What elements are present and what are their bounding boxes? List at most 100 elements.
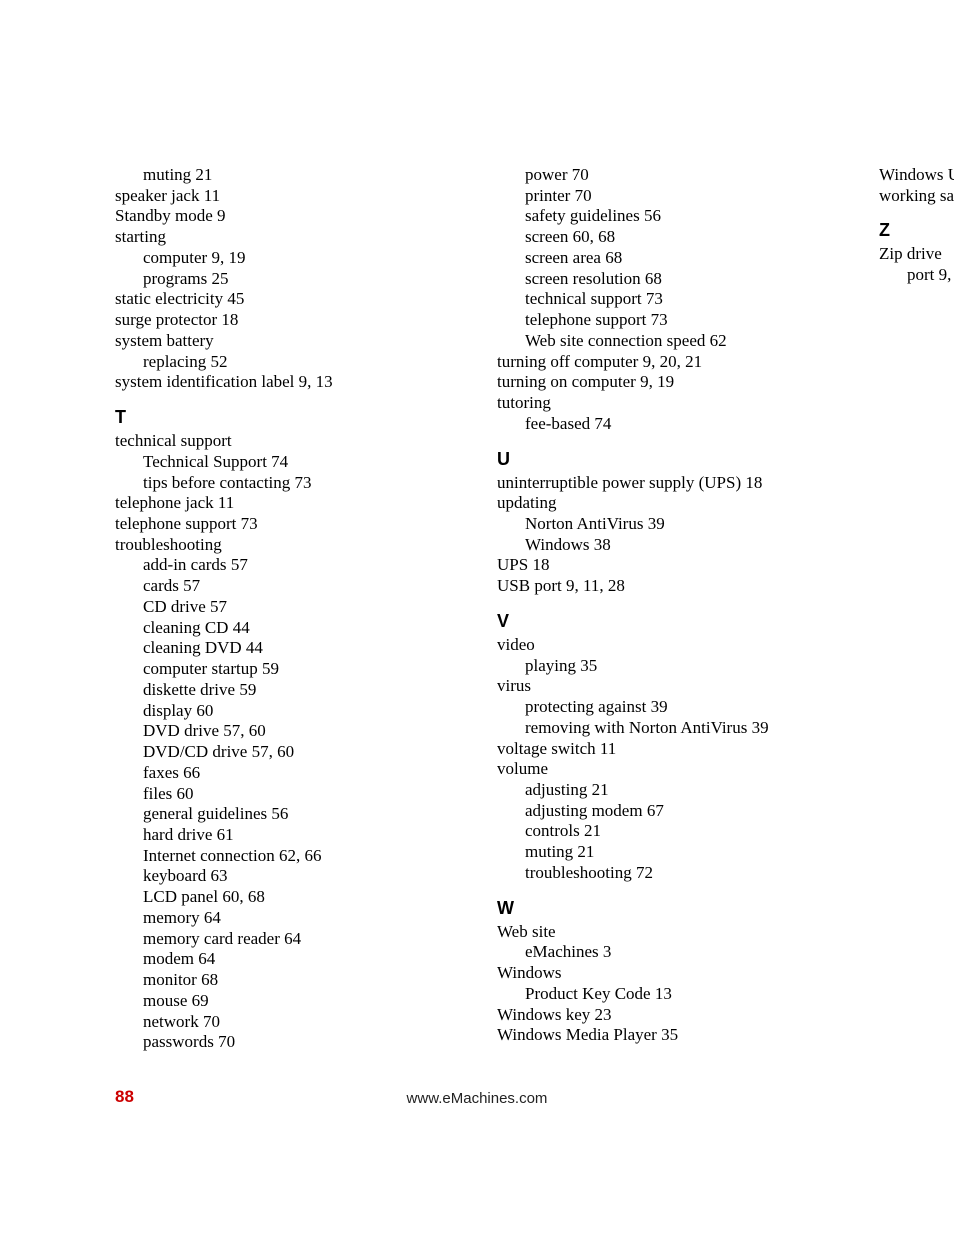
index-entry: power 70 xyxy=(525,165,839,186)
index-entry: cleaning DVD 44 xyxy=(143,638,457,659)
index-entry-text: starting xyxy=(115,227,166,246)
index-entry: technical support xyxy=(115,431,457,452)
index-entry-pages: 60, 68 xyxy=(222,887,265,906)
index-entry-pages: 57, 60 xyxy=(252,742,295,761)
index-entry-text: DVD drive xyxy=(143,721,219,740)
index-entry: screen resolution 68 xyxy=(525,269,839,290)
index-entry-text: virus xyxy=(497,676,531,695)
index-entry-text: adjusting xyxy=(525,780,587,799)
index-entry-text: screen xyxy=(525,227,568,246)
index-entry-text: tips before contacting xyxy=(143,473,290,492)
index-entry: technical support 73 xyxy=(525,289,839,310)
index-entry-text: screen area xyxy=(525,248,601,267)
index-entry-pages: 70 xyxy=(203,1012,220,1031)
index-entry: tutoring xyxy=(497,393,839,414)
index-entry-text: turning on computer xyxy=(497,372,636,391)
index-entry: passwords 70 xyxy=(143,1032,457,1053)
index-entry-text: screen resolution xyxy=(525,269,641,288)
index-entry-text: Standby mode xyxy=(115,206,213,225)
index-entry: add-in cards 57 xyxy=(143,555,457,576)
index-entry-text: Web site connection speed xyxy=(525,331,705,350)
index-entry-pages: 21 xyxy=(584,821,601,840)
index-entry-text: cleaning CD xyxy=(143,618,228,637)
index-letter-heading: Z xyxy=(879,220,954,242)
index-entry: virus xyxy=(497,676,839,697)
index-entry-text: monitor xyxy=(143,970,197,989)
index-entry-pages: 64 xyxy=(198,949,215,968)
index-entry-pages: 21 xyxy=(592,780,609,799)
index-entry-pages: 25 xyxy=(211,269,228,288)
index-entry-pages: 61 xyxy=(217,825,234,844)
index-entry: display 60 xyxy=(143,701,457,722)
index-entry-pages: 44 xyxy=(246,638,263,657)
index-entry: modem 64 xyxy=(143,949,457,970)
index-entry-pages: 35 xyxy=(580,656,597,675)
index-entry-text: Windows Update xyxy=(879,165,954,184)
index-entry-text: technical support xyxy=(525,289,642,308)
index-entry: uninterruptible power supply (UPS) 18 xyxy=(497,473,839,494)
index-entry-text: memory xyxy=(143,908,200,927)
index-entry: system identification label 9, 13 xyxy=(115,372,457,393)
index-entry-text: files xyxy=(143,784,172,803)
index-entry-text: memory card reader xyxy=(143,929,280,948)
index-entry-text: DVD/CD drive xyxy=(143,742,247,761)
index-entry: Windows Update 38 xyxy=(879,165,954,186)
index-entry-text: removing with Norton AntiVirus xyxy=(525,718,747,737)
index-entry: Internet connection 62, 66 xyxy=(143,846,457,867)
index-entry: troubleshooting 72 xyxy=(525,863,839,884)
index-entry: telephone support 73 xyxy=(525,310,839,331)
index-entry: hard drive 61 xyxy=(143,825,457,846)
index-entry-pages: 39 xyxy=(651,697,668,716)
index-entry: volume xyxy=(497,759,839,780)
index-entry: network 70 xyxy=(143,1012,457,1033)
index-entry-pages: 56 xyxy=(644,206,661,225)
index-entry-pages: 69 xyxy=(192,991,209,1010)
index-entry-pages: 11 xyxy=(204,186,220,205)
index-entry: updating xyxy=(497,493,839,514)
index-entry-text: Technical Support xyxy=(143,452,267,471)
index-entry-text: computer startup xyxy=(143,659,258,678)
index-letter-heading: T xyxy=(115,407,457,429)
index-entry-text: troubleshooting xyxy=(115,535,222,554)
index-entry-pages: 9 xyxy=(217,206,226,225)
index-entry-text: telephone jack xyxy=(115,493,214,512)
index-entry-text: diskette drive xyxy=(143,680,235,699)
index-entry: working safely 16 xyxy=(879,186,954,207)
index-entry-text: controls xyxy=(525,821,580,840)
index-entry-text: general guidelines xyxy=(143,804,267,823)
index-entry: cards 57 xyxy=(143,576,457,597)
index-entry-pages: 64 xyxy=(284,929,301,948)
index-entry-text: network xyxy=(143,1012,199,1031)
index-letter-heading: U xyxy=(497,449,839,471)
index-entry: UPS 18 xyxy=(497,555,839,576)
index-entry-pages: 68 xyxy=(605,248,622,267)
index-entry-pages: 72 xyxy=(636,863,653,882)
index-entry: controls 21 xyxy=(525,821,839,842)
index-entry: diskette drive 59 xyxy=(143,680,457,701)
index-entry: Windows Media Player 35 xyxy=(497,1025,839,1046)
index-entry-text: static electricity xyxy=(115,289,223,308)
index-entry: turning on computer 9, 19 xyxy=(497,372,839,393)
index-entry-pages: 57 xyxy=(183,576,200,595)
index-entry-text: mouse xyxy=(143,991,187,1010)
index-entry: USB port 9, 11, 28 xyxy=(497,576,839,597)
index-entry: protecting against 39 xyxy=(525,697,839,718)
index-entry-text: video xyxy=(497,635,535,654)
index-entry-text: CD drive xyxy=(143,597,206,616)
index-entry-text: port xyxy=(907,265,934,284)
index-entry-text: technical support xyxy=(115,431,232,450)
index-entry-pages: 59 xyxy=(262,659,279,678)
index-entry: screen 60, 68 xyxy=(525,227,839,248)
index-entry-text: safety guidelines xyxy=(525,206,640,225)
index-entry: fee-based 74 xyxy=(525,414,839,435)
index-entry-pages: 67 xyxy=(647,801,664,820)
index-entry: Windows xyxy=(497,963,839,984)
index-columns: muting 21speaker jack 11Standby mode 9st… xyxy=(115,165,839,1065)
index-entry-pages: 3 xyxy=(603,942,612,961)
index-entry-pages: 9, 19 xyxy=(211,248,245,267)
index-entry: memory 64 xyxy=(143,908,457,929)
index-entry-text: Internet connection xyxy=(143,846,275,865)
index-entry: mouse 69 xyxy=(143,991,457,1012)
index-entry: Standby mode 9 xyxy=(115,206,457,227)
index-entry: port 9, 11 xyxy=(907,265,954,286)
